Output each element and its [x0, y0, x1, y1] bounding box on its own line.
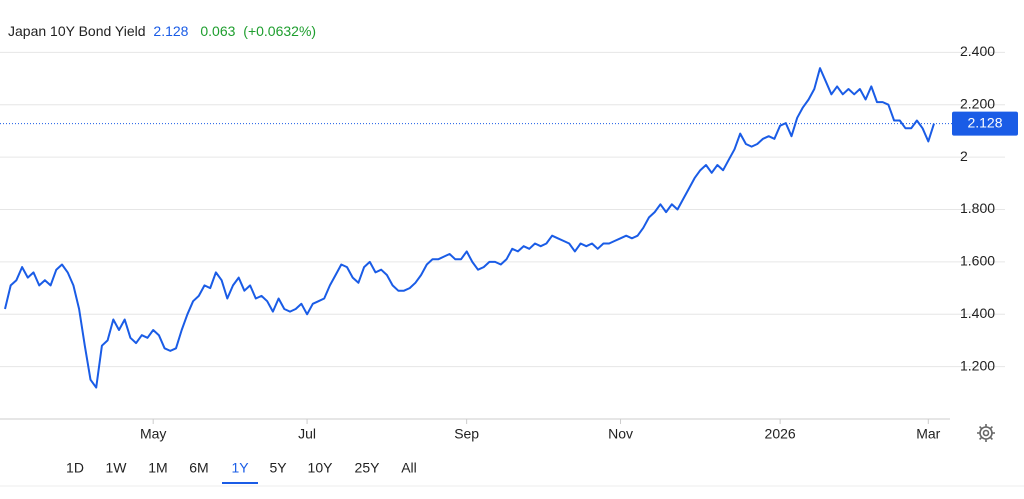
range-button[interactable]: 6M [189, 460, 208, 476]
y-tick-label: 2 [960, 148, 968, 164]
y-tick-label: 2.400 [960, 43, 995, 59]
range-button[interactable]: 10Y [308, 460, 334, 476]
x-tick-label: Sep [454, 426, 479, 442]
y-tick-label: 1.600 [960, 253, 995, 269]
y-tick-label: 2.200 [960, 95, 995, 111]
change-pct: (+0.0632%) [243, 23, 316, 39]
range-button[interactable]: 1Y [231, 460, 249, 476]
x-tick-label: May [140, 426, 166, 442]
settings-icon[interactable] [977, 424, 995, 442]
y-tick-label: 1.800 [960, 200, 995, 216]
x-tick-label: 2026 [765, 426, 796, 442]
x-tick-label: Nov [608, 426, 633, 442]
price: 2.128 [153, 23, 188, 39]
range-button[interactable]: 5Y [269, 460, 287, 476]
last-price-label: 2.128 [967, 114, 1002, 130]
range-button[interactable]: All [401, 460, 417, 476]
x-tick-label: Mar [916, 426, 940, 442]
x-tick-label: Jul [298, 426, 316, 442]
range-button[interactable]: 1W [106, 460, 128, 476]
range-button[interactable]: 25Y [355, 460, 381, 476]
y-tick-label: 1.200 [960, 357, 995, 373]
header: Japan 10Y Bond Yield 2.128 0.063 (+0.063… [8, 23, 316, 39]
range-button[interactable]: 1D [66, 460, 84, 476]
y-tick-label: 1.400 [960, 305, 995, 321]
change: 0.063 [200, 23, 235, 39]
last-price-box [952, 111, 1018, 136]
range-button[interactable]: 1M [148, 460, 167, 476]
instrument-title: Japan 10Y Bond Yield [8, 23, 146, 39]
price-line [4, 67, 935, 389]
